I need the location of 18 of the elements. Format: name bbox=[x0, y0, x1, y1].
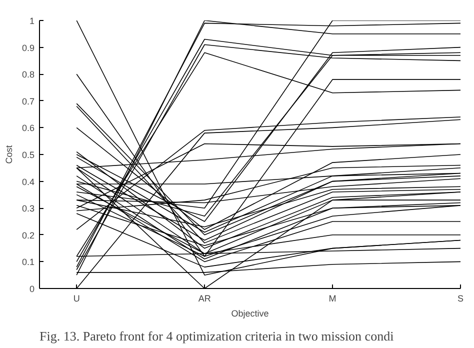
x-axis-title: Objective bbox=[231, 308, 269, 318]
caption: Fig. 13. Pareto front for 4 optimization criteria in two mission condi bbox=[40, 328, 394, 344]
y-tick-label: 0.2 bbox=[22, 230, 35, 240]
y-tick-label: 0.3 bbox=[22, 204, 35, 214]
y-tick-label: 0.9 bbox=[22, 42, 35, 53]
y-tick-label: 0.6 bbox=[22, 123, 35, 134]
y-tick-label: 0.1 bbox=[22, 257, 35, 268]
x-tick-label: AR bbox=[198, 294, 212, 304]
y-tick-label: 0.7 bbox=[22, 96, 35, 106]
x-tick-label: M bbox=[328, 294, 336, 304]
y-tick-label: 0.8 bbox=[22, 70, 35, 80]
y-tick-label: 0.5 bbox=[22, 150, 35, 160]
y-axis-title: Cost bbox=[4, 144, 14, 164]
x-tick-label: U bbox=[73, 294, 80, 304]
y-tick-label: 1 bbox=[29, 16, 35, 26]
y-tick-label: 0.4 bbox=[22, 176, 35, 187]
y-tick-label: 0 bbox=[29, 284, 35, 294]
x-tick-label: S bbox=[458, 294, 464, 304]
